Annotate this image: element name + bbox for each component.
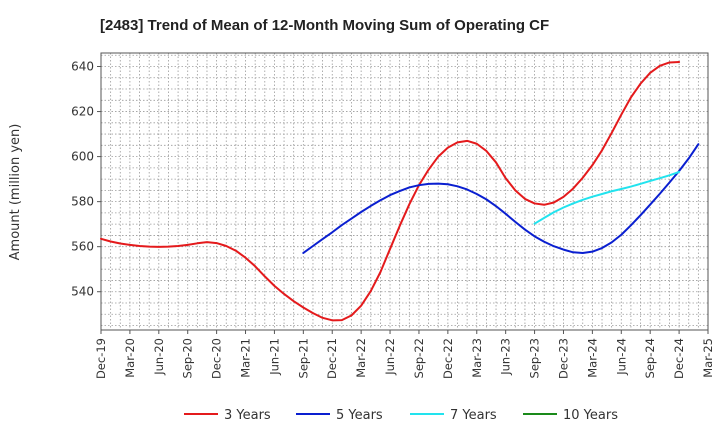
series-line-3-years (100, 61, 681, 322)
chart-title: [2483] Trend of Mean of 12-Month Moving … (100, 17, 549, 34)
x-tick-label: Jun-20 (152, 338, 166, 376)
y-tick-label: 640 (71, 60, 94, 74)
x-tick-label: Dec-24 (672, 338, 686, 379)
x-tick-label: Mar-20 (123, 338, 137, 378)
x-tick-label: Dec-21 (325, 338, 339, 379)
x-tick-label: Dec-20 (210, 338, 224, 379)
x-tick-label: Sep-23 (528, 338, 542, 378)
x-tick-label: Mar-25 (701, 338, 715, 378)
x-tick-label: Jun-23 (499, 338, 513, 376)
grid (100, 53, 709, 330)
series-lines (100, 61, 700, 322)
y-tick-label: 580 (71, 195, 94, 209)
x-tick-label: Jun-24 (614, 338, 628, 376)
x-tick-label: Sep-21 (296, 338, 310, 378)
x-tick-label: Sep-22 (412, 338, 426, 378)
x-tick-label: Mar-24 (585, 338, 599, 378)
y-axis-label: Amount (million yen) (8, 124, 23, 261)
x-tick-label: Sep-24 (643, 338, 657, 378)
legend: 3 Years 5 Years 7 Years 10 Years (184, 408, 618, 423)
series-line-5-years (302, 143, 700, 254)
y-tick-label: 560 (71, 240, 94, 254)
legend-label: 3 Years (224, 408, 271, 423)
x-tick-label: Jun-21 (267, 338, 281, 376)
y-tick-label: 600 (71, 150, 94, 164)
x-tick-label: Sep-20 (181, 338, 195, 378)
series-line-7-years (533, 170, 681, 225)
axes: 540 560 580 600 620 640 Dec-19 Mar-20 Jun-20 Sep-… (71, 52, 715, 379)
x-tick-label: Dec-22 (441, 338, 455, 379)
x-tick-label: Mar-22 (354, 338, 368, 378)
x-tick-label: Dec-23 (556, 338, 570, 379)
legend-label: 10 Years (563, 408, 618, 423)
x-tick-label: Mar-23 (470, 338, 484, 378)
legend-label: 7 Years (450, 408, 497, 423)
x-tick-label: Mar-21 (239, 338, 253, 378)
x-tick-label: Dec-19 (94, 338, 108, 379)
y-tick-label: 620 (71, 105, 94, 119)
legend-label: 5 Years (336, 408, 383, 423)
y-tick-label: 540 (71, 285, 94, 299)
x-tick-label: Jun-22 (383, 338, 397, 376)
plot-frame (100, 52, 709, 331)
